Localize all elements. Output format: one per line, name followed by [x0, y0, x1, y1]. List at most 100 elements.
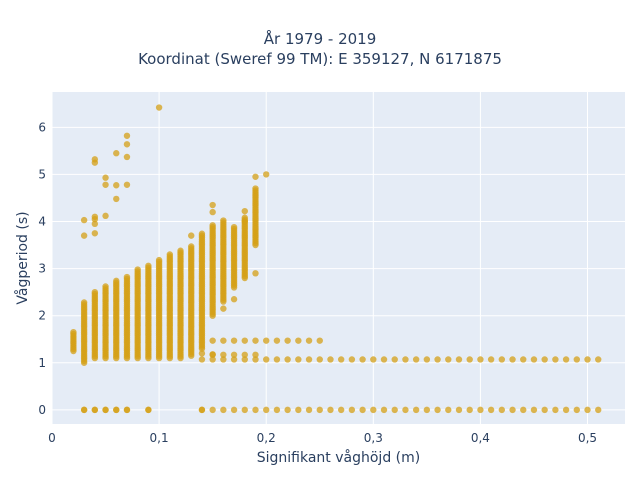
data-point — [230, 223, 238, 231]
data-point — [316, 356, 323, 363]
x-tick-label: 0,5 — [578, 431, 597, 445]
data-point — [209, 356, 216, 363]
data-point — [252, 356, 259, 363]
data-point — [241, 207, 248, 215]
data-point — [209, 406, 216, 414]
data-point — [530, 356, 538, 363]
data-point — [445, 406, 452, 414]
data-point — [295, 337, 302, 344]
data-point — [123, 141, 131, 148]
data-point — [263, 337, 270, 344]
data-point — [348, 356, 356, 363]
data-point — [316, 337, 323, 344]
data-point — [80, 299, 88, 306]
y-tick-label: 6 — [38, 120, 46, 134]
data-point — [102, 181, 109, 188]
data-point — [434, 406, 441, 414]
data-point — [252, 173, 259, 180]
x-tick-label: 0,1 — [150, 431, 169, 445]
data-point — [273, 337, 281, 344]
data-point — [220, 351, 227, 358]
data-point — [487, 406, 495, 414]
data-point — [252, 406, 259, 414]
data-point — [552, 356, 559, 363]
x-axis-label: Signifikant våghöjd (m) — [257, 449, 420, 466]
data-point — [541, 356, 548, 363]
data-point — [402, 406, 409, 414]
data-point — [509, 406, 516, 414]
data-point — [263, 356, 270, 363]
data-point — [466, 406, 473, 414]
data-point — [477, 406, 484, 414]
data-point — [487, 356, 495, 363]
x-axis-ticks: 0 0,1 0,2 0,3 0,4 0,5 — [48, 431, 597, 445]
data-point — [102, 174, 109, 181]
data-point — [552, 406, 559, 414]
data-point — [284, 356, 291, 363]
data-point — [584, 406, 591, 414]
data-point — [305, 356, 313, 363]
data-point — [284, 406, 291, 414]
data-point — [209, 351, 216, 358]
data-point — [252, 270, 259, 277]
data-point — [391, 356, 398, 363]
data-point — [198, 350, 206, 357]
data-point — [80, 216, 88, 224]
data-point — [123, 273, 131, 281]
data-point — [123, 181, 131, 188]
data-point — [584, 356, 591, 363]
data-point — [198, 406, 206, 414]
data-point — [209, 337, 216, 344]
data-point — [198, 230, 206, 237]
data-point — [230, 406, 238, 414]
data-point — [466, 356, 473, 363]
data-point — [113, 195, 120, 203]
data-point — [123, 132, 131, 139]
data-point — [198, 356, 206, 363]
data-point — [91, 156, 99, 163]
data-point — [241, 356, 248, 363]
data-point — [113, 406, 120, 414]
y-tick-label: 3 — [38, 262, 46, 276]
data-point — [380, 406, 388, 414]
data-point — [113, 277, 120, 285]
y-tick-label: 4 — [38, 215, 46, 229]
data-point — [595, 356, 602, 363]
chart-title-line-2: Koordinat (Sweref 99 TM): E 359127, N 61… — [138, 50, 502, 68]
data-point — [134, 266, 141, 273]
data-point — [295, 406, 302, 414]
data-point — [166, 251, 174, 258]
data-point — [102, 212, 109, 220]
data-point — [241, 406, 248, 414]
x-tick-label: 0,4 — [471, 431, 490, 445]
data-point — [230, 356, 238, 363]
data-point — [541, 406, 548, 414]
data-point — [188, 243, 195, 250]
data-point — [359, 356, 366, 363]
data-point — [241, 218, 248, 225]
data-point — [91, 288, 99, 296]
data-point — [562, 356, 570, 363]
data-point — [123, 153, 131, 161]
plot-area — [52, 92, 625, 424]
data-point — [113, 150, 120, 157]
data-point — [102, 406, 109, 414]
data-point — [91, 213, 99, 220]
data-point — [113, 182, 120, 189]
data-point — [412, 406, 420, 414]
data-point — [477, 356, 484, 363]
data-point — [209, 201, 216, 209]
data-point — [455, 356, 463, 363]
y-tick-label: 1 — [38, 356, 46, 370]
data-point — [305, 406, 313, 414]
data-point — [530, 406, 538, 414]
data-point — [391, 406, 398, 414]
data-point — [455, 406, 463, 414]
data-point — [273, 356, 281, 363]
data-point — [220, 305, 227, 312]
x-tick-label: 0 — [48, 431, 56, 445]
data-point — [327, 356, 334, 363]
data-point — [573, 406, 581, 414]
data-point — [316, 406, 323, 414]
